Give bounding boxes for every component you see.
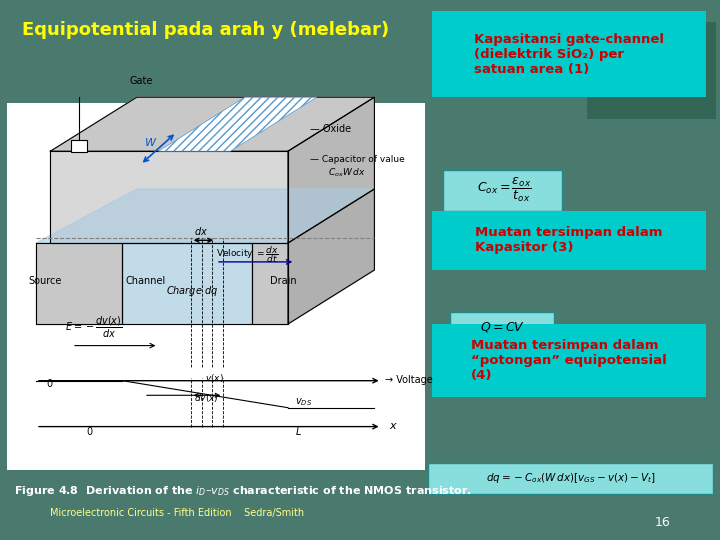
Polygon shape [50, 97, 374, 151]
Text: $L$: $L$ [295, 425, 302, 437]
Polygon shape [36, 243, 122, 324]
FancyBboxPatch shape [443, 170, 562, 211]
Polygon shape [288, 97, 374, 243]
FancyBboxPatch shape [7, 103, 425, 470]
Text: Source: Source [29, 275, 62, 286]
Text: $dx$: $dx$ [194, 225, 209, 237]
Text: Charge $dq$: Charge $dq$ [166, 284, 218, 298]
Text: $E = -\dfrac{dv(x)}{dx}$: $E = -\dfrac{dv(x)}{dx}$ [65, 315, 122, 340]
Text: $C_{ox}W\,dx$: $C_{ox}W\,dx$ [328, 166, 365, 179]
Polygon shape [122, 243, 252, 324]
Polygon shape [158, 97, 317, 151]
FancyBboxPatch shape [432, 324, 706, 397]
FancyBboxPatch shape [587, 22, 716, 119]
Text: $x$: $x$ [389, 421, 397, 431]
Text: Figure 4.8  Derivation of the $i_D$–$v_{DS}$ characteristic of the NMOS transist: Figure 4.8 Derivation of the $i_D$–$v_{D… [14, 484, 472, 498]
FancyBboxPatch shape [450, 312, 554, 343]
Polygon shape [288, 189, 374, 324]
Text: Muatan tersimpan dalam
“potongan” equipotensial
(4): Muatan tersimpan dalam “potongan” equipo… [471, 339, 667, 382]
Text: Channel: Channel [126, 275, 166, 286]
Text: $W$: $W$ [144, 136, 158, 148]
Text: $v(x)$: $v(x)$ [205, 372, 224, 384]
Text: — Capacitor of value: — Capacitor of value [310, 155, 405, 164]
Polygon shape [50, 151, 288, 243]
Text: $v_{DS}$: $v_{DS}$ [295, 396, 312, 408]
FancyBboxPatch shape [428, 463, 713, 494]
Polygon shape [252, 243, 288, 324]
Text: 0: 0 [86, 427, 93, 437]
Text: $C_{ox} = \dfrac{\varepsilon_{ox}}{t_{ox}}$: $C_{ox} = \dfrac{\varepsilon_{ox}}{t_{ox… [477, 176, 531, 204]
Text: $dq = -C_{ox}(W\,dx)[v_{GS} - v(x) - V_t]$: $dq = -C_{ox}(W\,dx)[v_{GS} - v(x) - V_t… [486, 471, 656, 485]
FancyBboxPatch shape [71, 140, 87, 152]
FancyBboxPatch shape [432, 11, 706, 97]
Text: Microelectronic Circuits - Fifth Edition    Sedra/Smith: Microelectronic Circuits - Fifth Edition… [50, 508, 305, 518]
Text: 16: 16 [654, 516, 670, 530]
Text: Equipotential pada arah y (melebar): Equipotential pada arah y (melebar) [22, 21, 389, 39]
FancyBboxPatch shape [432, 211, 706, 270]
Text: Drain: Drain [270, 275, 297, 286]
Polygon shape [36, 189, 374, 243]
Text: 0: 0 [47, 379, 53, 389]
Text: — Oxide: — Oxide [310, 124, 351, 134]
Text: Gate: Gate [130, 76, 153, 86]
Text: $dv(x)$: $dv(x)$ [194, 392, 219, 404]
Text: $Q = CV$: $Q = CV$ [480, 320, 525, 334]
Text: Muatan tersimpan dalam
Kapasitor (3): Muatan tersimpan dalam Kapasitor (3) [475, 226, 662, 254]
Text: → Voltage: → Voltage [385, 375, 433, 386]
Text: Kapasitansi gate-channel
(dielektrik SiO₂) per
satuan area (1): Kapasitansi gate-channel (dielektrik SiO… [474, 32, 664, 76]
Text: Velocity $= \dfrac{dx}{dt}$: Velocity $= \dfrac{dx}{dt}$ [216, 244, 279, 265]
